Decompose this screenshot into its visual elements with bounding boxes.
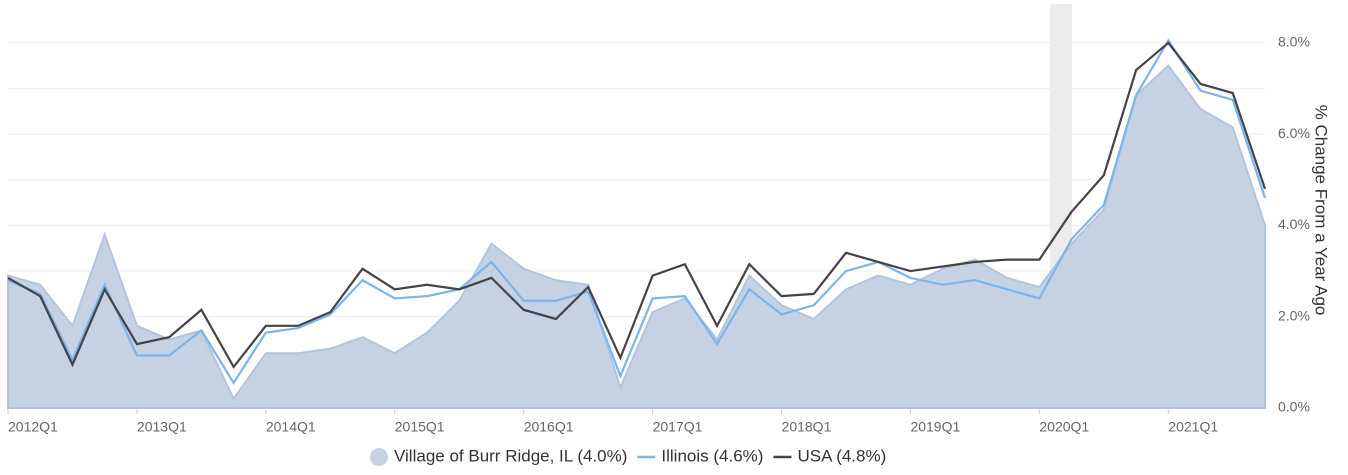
- legend-swatch: [370, 448, 388, 466]
- x-tick-label: 2016Q1: [524, 419, 574, 435]
- x-tick-label: 2012Q1: [8, 419, 58, 435]
- x-tick-label: 2015Q1: [395, 419, 445, 435]
- legend-label: Illinois (4.6%): [661, 446, 763, 465]
- line: [7, 38, 1267, 385]
- x-tick-label: 2018Q1: [782, 419, 832, 435]
- x-tick-label: 2021Q1: [1168, 419, 1218, 435]
- legend-label: USA (4.8%): [797, 446, 886, 465]
- y-axis-label: % Change From a Year Ago: [1312, 105, 1331, 316]
- y-tick-label: 6.0%: [1278, 125, 1310, 141]
- y-tick-label: 0.0%: [1278, 399, 1310, 415]
- y-tick-label: 8.0%: [1278, 34, 1310, 50]
- line: [7, 41, 1267, 369]
- x-tick-label: 2020Q1: [1039, 419, 1089, 435]
- x-tick-label: 2013Q1: [137, 419, 187, 435]
- y-tick-label: 4.0%: [1278, 216, 1310, 232]
- y-tick-label: 2.0%: [1278, 307, 1310, 323]
- x-tick-label: 2014Q1: [266, 419, 316, 435]
- x-tick-label: 2019Q1: [910, 419, 960, 435]
- area: [7, 64, 1266, 409]
- legend-label: Village of Burr Ridge, IL (4.0%): [394, 446, 627, 465]
- x-tick-label: 2017Q1: [653, 419, 703, 435]
